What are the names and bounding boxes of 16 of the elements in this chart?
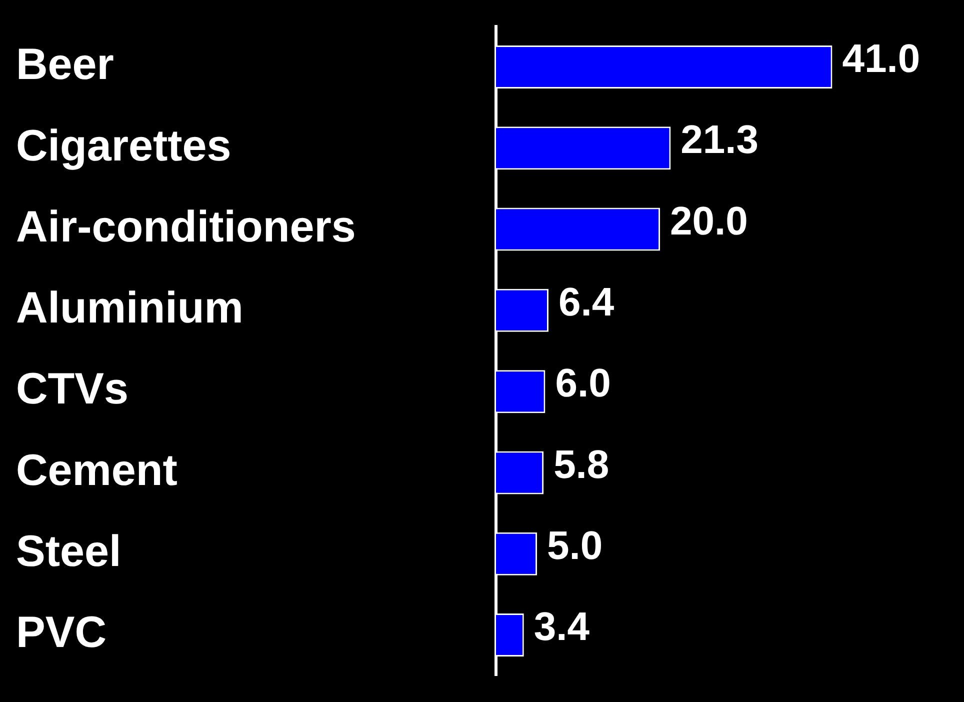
data-label: 5.0 bbox=[547, 524, 603, 568]
y-tick-label: PVC bbox=[16, 608, 106, 658]
data-label: 20.0 bbox=[670, 199, 748, 244]
y-tick-label: Cement bbox=[16, 446, 178, 495]
y-tick-label: Steel bbox=[16, 527, 122, 576]
y-tick-label: Air-conditioners bbox=[16, 202, 356, 252]
y-tick-label: Beer bbox=[16, 40, 114, 90]
data-label: 3.4 bbox=[534, 605, 590, 650]
data-label: 41.0 bbox=[842, 37, 920, 82]
data-label: 6.0 bbox=[555, 362, 611, 406]
y-tick-label: Aluminium bbox=[16, 284, 244, 333]
data-label: 21.3 bbox=[680, 118, 759, 162]
data-label: 6.4 bbox=[558, 280, 615, 324]
y-tick-label: Cigarettes bbox=[16, 121, 232, 170]
y-tick-label: CTVs bbox=[16, 364, 128, 414]
data-label: 5.8 bbox=[554, 442, 610, 487]
